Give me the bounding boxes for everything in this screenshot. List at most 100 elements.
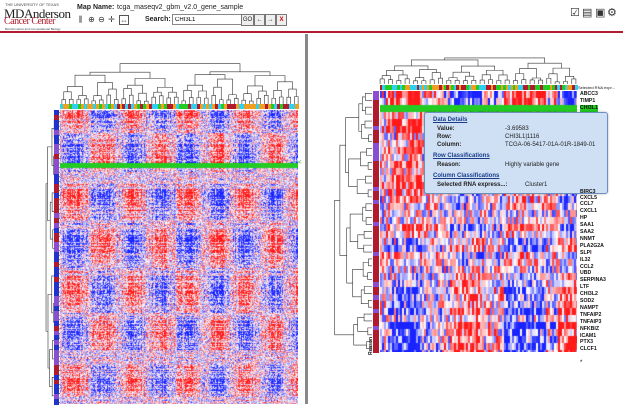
covariate-cell xyxy=(54,247,59,254)
data-details-title[interactable]: Data Details xyxy=(433,117,468,123)
gene-label-hp[interactable]: HP xyxy=(580,215,588,222)
search-input[interactable] xyxy=(172,14,242,25)
zoom-in-icon[interactable]: ⊕ xyxy=(88,15,95,24)
column-classifications-title[interactable]: Column Classifications xyxy=(433,173,500,179)
covariate-cell xyxy=(54,114,59,122)
dendrogram-branch xyxy=(479,79,485,84)
covariate-cell xyxy=(54,301,59,308)
covariate-cell xyxy=(572,85,576,90)
zoom-out-icon[interactable]: ⊖ xyxy=(98,15,105,24)
dendrogram-branch xyxy=(228,94,237,100)
dendrogram-branch xyxy=(486,69,504,75)
covariate-cell xyxy=(373,99,379,106)
gene-label-saa1[interactable]: SAA1 xyxy=(580,222,594,229)
dendrogram-branch xyxy=(67,86,83,96)
covariate-cell xyxy=(373,95,379,101)
covariate-cell xyxy=(149,104,153,109)
covariate-cell xyxy=(373,104,379,110)
previous-match-button[interactable]: ← xyxy=(254,14,265,26)
covariate-cell xyxy=(466,85,470,90)
move-icon[interactable]: ✛ xyxy=(108,15,115,24)
dendrogram-branch xyxy=(129,94,134,104)
covariate-cell xyxy=(95,104,100,109)
covariate-cell xyxy=(505,85,509,90)
covariate-cell xyxy=(373,273,379,280)
checklist-icon[interactable]: ☑ xyxy=(570,7,580,19)
gene-label-il32[interactable]: IL32 xyxy=(580,256,591,263)
gene-label-saa2[interactable]: SAA2 xyxy=(580,229,594,235)
dendrogram-branch xyxy=(288,88,297,98)
fullscreen-icon[interactable]: ⇔ xyxy=(119,15,129,25)
column-class-label: Selected RNA express...: xyxy=(437,182,508,188)
dendrogram-branch xyxy=(396,80,402,84)
gene-label-icam1[interactable]: ICAM1 xyxy=(580,332,597,339)
panel-divider-handle[interactable] xyxy=(305,34,308,404)
value-text: -3.69583 xyxy=(505,126,529,132)
dendrogram-branch xyxy=(415,77,425,81)
dendrogram-branch xyxy=(394,65,429,71)
gene-label-nfkbiz[interactable]: NFKBIZ xyxy=(580,325,600,332)
covariate-cell xyxy=(65,104,70,109)
covariate-cell xyxy=(107,104,112,109)
dendrogram-branch xyxy=(97,82,113,96)
gene-label-ccl2[interactable]: CCL2 xyxy=(580,263,594,270)
covariate-cell xyxy=(202,104,207,109)
covariate-cell xyxy=(54,203,59,210)
covariate-cell xyxy=(552,85,556,90)
dendrogram-branch xyxy=(51,128,55,166)
gene-label-slpi[interactable]: SLPI xyxy=(580,249,592,256)
save-icon[interactable]: ▣ xyxy=(595,7,606,19)
dendrogram-branch xyxy=(431,72,441,80)
covariate-cell xyxy=(508,85,512,90)
go-button[interactable]: GO xyxy=(241,14,254,26)
covariate-cell xyxy=(173,104,177,109)
gene-label-ccl7[interactable]: CCL7 xyxy=(580,201,594,208)
covariate-cell xyxy=(384,85,388,90)
gene-label-partial: BIRC3 xyxy=(580,189,596,195)
gear-icon[interactable]: ⚙ xyxy=(607,7,617,19)
covariate-cell xyxy=(54,183,59,190)
covariate-cell xyxy=(480,85,484,90)
reason-label: Reason: xyxy=(437,162,461,168)
covariate-cell xyxy=(208,104,213,109)
dendrogram-branch xyxy=(411,59,479,67)
dendrogram-branch xyxy=(234,98,239,104)
covariate-cell xyxy=(394,85,398,90)
gene-label-nampt[interactable]: NAMPT xyxy=(580,304,599,311)
gene-label-pla2g2a[interactable]: PLA2G2A xyxy=(580,242,604,249)
gene-label-ubd[interactable]: UBD xyxy=(580,270,592,277)
covariate-cell xyxy=(522,85,526,90)
clear-search-button[interactable]: X xyxy=(276,14,287,26)
layout-split-icon[interactable]: ⫼ xyxy=(78,15,83,24)
covariate-cell xyxy=(535,85,539,90)
dendrogram-branch xyxy=(153,91,162,98)
summary-heatmap[interactable] xyxy=(60,110,298,404)
pdf-icon[interactable]: ▤ xyxy=(582,7,593,19)
gene-label-ptx3[interactable]: PTX3 xyxy=(580,339,593,346)
covariate-cell xyxy=(80,104,85,109)
next-match-button[interactable]: → xyxy=(265,14,276,26)
dendrogram-branch xyxy=(256,98,261,104)
dendrogram-branch xyxy=(187,84,203,91)
gene-label-clcf1[interactable]: CLCF1 xyxy=(580,346,597,353)
dendrogram-branch xyxy=(367,189,372,198)
gene-label-serpina3[interactable]: SERPINA3 xyxy=(580,277,606,284)
row-classifications-title[interactable]: Row Classifications xyxy=(433,153,490,159)
gene-label-chi3l2[interactable]: CHI3L2 xyxy=(580,291,598,298)
dendrogram-branch xyxy=(367,327,372,336)
gene-label-cxcl5[interactable]: CXCL5 xyxy=(580,194,598,201)
gene-label-tnfaip3[interactable]: TNFAIP3 xyxy=(580,318,602,325)
covariate-cell xyxy=(373,251,379,258)
gene-label-nnmt[interactable]: NNMT xyxy=(580,235,595,242)
covariate-cell xyxy=(540,85,544,90)
gene-label-timp1[interactable]: TIMP1 xyxy=(580,97,596,104)
covariate-cell xyxy=(54,271,59,279)
gene-label-chi3l1[interactable]: CHI3L1 xyxy=(580,104,598,112)
gene-label-ltf[interactable]: LTF xyxy=(580,284,590,291)
gene-label-abcc3[interactable]: ABCC3 xyxy=(580,91,598,97)
dendrogram-branch xyxy=(78,95,87,100)
gene-label-cxcl1[interactable]: CXCL1 xyxy=(580,208,598,215)
covariate-cell xyxy=(373,212,379,219)
gene-label-sod2[interactable]: SOD2 xyxy=(580,298,595,304)
gene-label-tnfaip2[interactable]: TNFAIP2 xyxy=(580,311,602,318)
